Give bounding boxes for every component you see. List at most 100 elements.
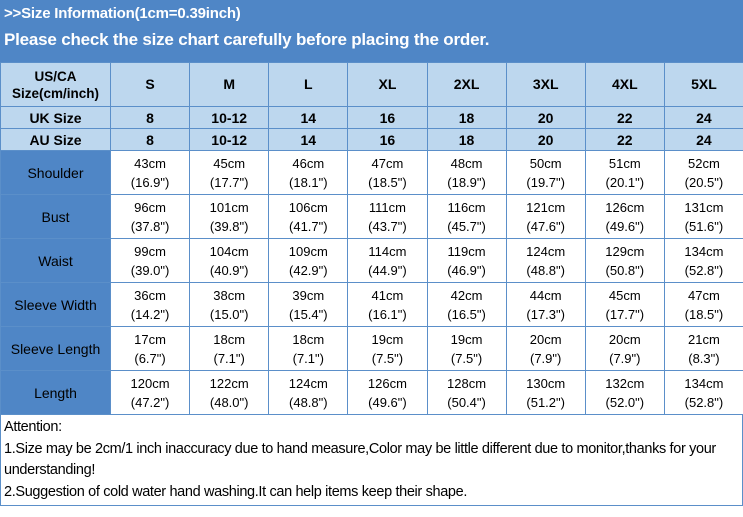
measure-inch: (41.7") [289, 218, 328, 234]
size-information-title: >>Size Information(1cm=0.39inch) [4, 5, 241, 22]
uk-size-xl: 16 [347, 106, 428, 129]
measure-cm: 45cm [608, 287, 641, 303]
measure-cm: 114cm [368, 243, 407, 259]
measure-cm: 116cm [447, 199, 486, 215]
uk-size-4xl: 22 [584, 106, 665, 129]
measure-inch: (47.2") [130, 394, 170, 410]
header-row-uk-size: UK Size 8 10-12 14 16 18 20 22 24 [0, 106, 743, 129]
measure-cell: 116cm (45.7") [426, 194, 507, 239]
measure-cm: 19cm [371, 331, 404, 347]
measure-inch: (16.1") [368, 306, 407, 322]
info-banner: >>Size Information(1cm=0.39inch) Please … [0, 0, 743, 62]
measure-cm: 17cm [134, 331, 166, 347]
measure-row-label: Bust [0, 194, 111, 239]
measure-cm: 119cm [447, 243, 486, 259]
measure-inch: (18.5") [368, 174, 407, 190]
measure-cell: 18cm (7.1") [189, 326, 270, 371]
size-header-xl: XL [347, 62, 428, 107]
measure-cell: 99cm (39.0") [109, 238, 191, 283]
attention-note-2: 2.Suggestion of cold water hand washing.… [4, 483, 468, 500]
measure-cm: 96cm [134, 199, 166, 215]
measure-inch: (17.3") [526, 306, 565, 322]
measure-cm: 51cm [608, 155, 641, 171]
size-chart-instruction: Please check the size chart carefully be… [4, 30, 490, 49]
measure-cell: 39cm (15.4") [268, 282, 349, 327]
measure-cm: 129cm [605, 243, 645, 259]
measure-cell: 19cm (7.5") [426, 326, 507, 371]
measure-cm: 21cm [688, 331, 720, 347]
measure-cm: 20cm [529, 331, 562, 347]
measure-cm: 130cm [526, 375, 566, 391]
measure-inch: (49.6") [605, 218, 645, 234]
size-header-m: M [189, 62, 270, 107]
measure-cm: 124cm [526, 243, 566, 259]
measure-cell: 119cm (46.9") [426, 238, 507, 283]
measure-inch: (15.4") [289, 306, 328, 322]
size-chart-body: Shoulder 43cm (16.9") 45cm (17.7") 46cm (18.1"… [0, 150, 743, 415]
au-size-label: AU Size [0, 128, 111, 151]
measure-inch: (20.5") [684, 174, 724, 190]
au-size-l: 14 [268, 128, 349, 151]
measure-cm: 131cm [684, 199, 724, 215]
uk-size-2xl: 18 [426, 106, 507, 129]
measure-inch: (6.7") [134, 350, 166, 366]
au-size-5xl: 24 [663, 128, 743, 151]
measure-inch: (8.3") [688, 350, 720, 366]
measure-inch: (16.9") [130, 174, 170, 190]
measure-cell: 101cm (39.8") [189, 194, 270, 239]
measure-inch: (51.2") [526, 394, 565, 410]
measure-cm: 132cm [605, 375, 645, 391]
measure-inch: (48.8") [526, 262, 565, 278]
measure-inch: (7.9") [609, 350, 641, 366]
uk-size-3xl: 20 [505, 106, 586, 129]
measure-inch: (16.5") [447, 306, 486, 322]
measure-inch: (45.7") [447, 218, 486, 234]
measure-cell: 36cm (14.2") [109, 282, 191, 327]
measure-cell: 45cm (17.7") [189, 150, 270, 195]
measure-cell: 51cm (20.1") [584, 150, 665, 195]
measure-inch: (17.7") [209, 174, 249, 190]
measure-cm: 101cm [209, 199, 249, 215]
measure-row-label: Sleeve Width [0, 282, 111, 327]
measure-cell: 42cm (16.5") [426, 282, 507, 327]
measure-inch: (52.8") [684, 262, 724, 278]
measure-cm: 39cm [292, 287, 325, 303]
size-chart-table: US/CA Size(cm/inch) S M L XL 2XL 3XL 4XL… [0, 62, 743, 415]
measure-inch: (19.7") [526, 174, 565, 190]
measure-cm: 19cm [450, 331, 483, 347]
measure-cell: 106cm (41.7") [268, 194, 349, 239]
measure-inch: (44.9") [368, 262, 407, 278]
size-header-5xl: 5XL [663, 62, 743, 107]
measure-inch: (18.5") [684, 306, 724, 322]
measure-cm: 45cm [213, 155, 246, 171]
measure-cell: 104cm (40.9") [189, 238, 270, 283]
measure-cell: 48cm (18.9") [426, 150, 507, 195]
header-corner-label: US/CA Size(cm/inch) [0, 62, 111, 107]
measure-inch: (7.1") [292, 350, 324, 366]
measure-inch: (50.4") [447, 394, 486, 410]
measure-cm: 18cm [292, 331, 325, 347]
au-size-s: 8 [109, 128, 191, 151]
measure-cell: 111cm (43.7") [347, 194, 428, 239]
measure-inch: (39.0") [130, 262, 170, 278]
measure-cell: 18cm (7.1") [268, 326, 349, 371]
measure-inch: (40.9") [209, 262, 249, 278]
measure-cell: 52cm (20.5") [663, 150, 743, 195]
measure-inch: (20.1") [605, 174, 645, 190]
measure-inch: (7.9") [530, 350, 562, 366]
measure-cell: 20cm (7.9") [505, 326, 586, 371]
measure-cm: 109cm [288, 243, 328, 259]
size-header-l: L [268, 62, 349, 107]
measure-inch: (17.7") [605, 306, 645, 322]
au-size-4xl: 22 [584, 128, 665, 151]
header-row-au-size: AU Size 8 10-12 14 16 18 20 22 24 [0, 128, 743, 151]
measure-cell: 45cm (17.7") [584, 282, 665, 327]
measure-inch: (46.9") [447, 262, 486, 278]
table-row: Sleeve Width 36cm (14.2") 38cm (15.0") 39cm (1… [0, 282, 743, 327]
corner-label-line1: US/CA [34, 68, 77, 84]
measure-cell: 20cm (7.9") [584, 326, 665, 371]
measure-inch: (14.2") [130, 306, 170, 322]
measure-cell: 114cm (44.9") [347, 238, 428, 283]
measure-cm: 47cm [371, 155, 404, 171]
measure-cell: 50cm (19.7") [505, 150, 586, 195]
